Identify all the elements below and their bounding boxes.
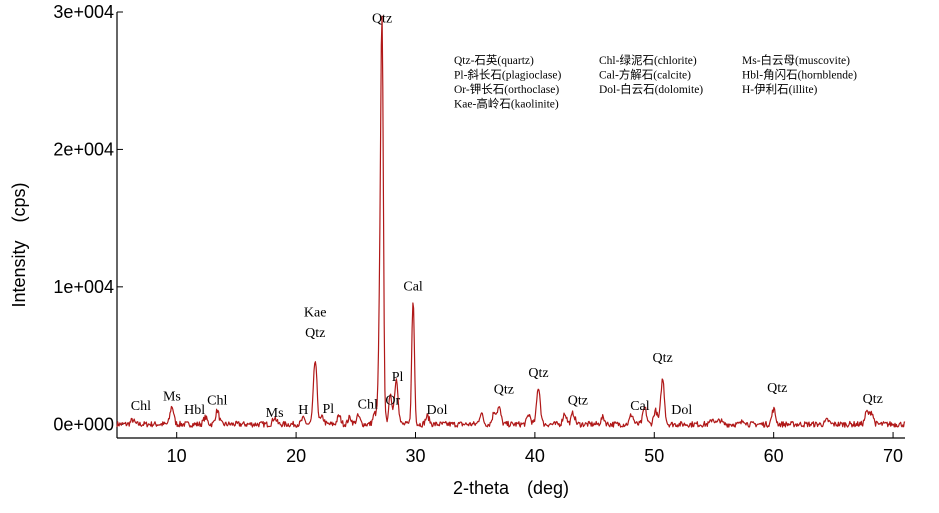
x-tick-label: 50: [644, 446, 664, 466]
x-tick-label: 30: [405, 446, 425, 466]
peak-label: Qtz: [863, 392, 883, 407]
x-tick-label: 60: [764, 446, 784, 466]
peak-label: Ms: [266, 406, 284, 421]
peak-label: H: [298, 403, 308, 418]
y-tick-label: 3e+004: [53, 2, 114, 22]
legend-entry: Kae-高岭石(kaolinite): [454, 97, 559, 111]
peak-label: Qtz: [528, 366, 548, 381]
peak-label: Qtz: [305, 326, 325, 341]
peak-label: Cal: [630, 399, 650, 414]
legend-entry: Pl-斜长石(plagioclase): [454, 69, 561, 82]
peak-label: Pl: [322, 402, 334, 417]
x-tick-label: 20: [286, 446, 306, 466]
y-tick-label: 2e+004: [53, 139, 114, 159]
legend-entry: Ms-白云母(muscovite): [742, 53, 850, 67]
legend-entry: H-伊利石(illite): [742, 83, 818, 96]
peak-label: Qtz: [653, 351, 673, 366]
y-tick-label: 0e+000: [53, 414, 114, 434]
peak-label: Or: [385, 394, 400, 409]
peak-label: Qtz: [767, 381, 787, 396]
peak-label: Dol: [426, 403, 447, 418]
legend-entry: Dol-白云石(dolomite): [599, 82, 703, 96]
legend-entry: Hbl-角闪石(hornblende): [742, 68, 857, 82]
y-tick-label: 1e+004: [53, 277, 114, 297]
peak-label: Kae: [304, 306, 327, 321]
y-axis-ticks: 0e+000 1e+004 2e+004 3e+004: [53, 2, 123, 434]
peak-label: Chl: [358, 398, 378, 413]
peak-label: Chl: [207, 394, 227, 409]
x-axis-title: 2-theta (deg): [453, 478, 569, 498]
legend-entry: Qtz-石英(quartz): [454, 53, 534, 67]
x-tick-label: 10: [167, 446, 187, 466]
peak-label: Qtz: [494, 383, 514, 398]
peak-label: Qtz: [568, 394, 588, 409]
legend-entry: Chl-绿泥石(chlorite): [599, 53, 697, 67]
xrd-pattern-line: [116, 15, 906, 428]
x-tick-label: 70: [883, 446, 903, 466]
legend-entry: Cal-方解石(calcite): [599, 68, 691, 82]
legend: Qtz-石英(quartz) Pl-斜长石(plagioclase)Or-钾长石(…: [454, 53, 857, 111]
x-axis-ticks: 10 20 30 40 50 60 70: [167, 432, 903, 466]
peak-label: Qtz: [372, 11, 392, 26]
x-tick-label: 40: [525, 446, 545, 466]
peak-label: Ms: [163, 389, 181, 404]
y-axis-title: Intensity (cps): [9, 182, 29, 307]
peak-label: Pl: [392, 370, 404, 385]
legend-entry: Or-钾长石(orthoclase): [454, 82, 559, 96]
peak-label: Hbl: [184, 403, 205, 418]
peak-label: Dol: [671, 403, 692, 418]
peak-label: Chl: [131, 399, 151, 414]
peak-label: Cal: [403, 279, 423, 294]
